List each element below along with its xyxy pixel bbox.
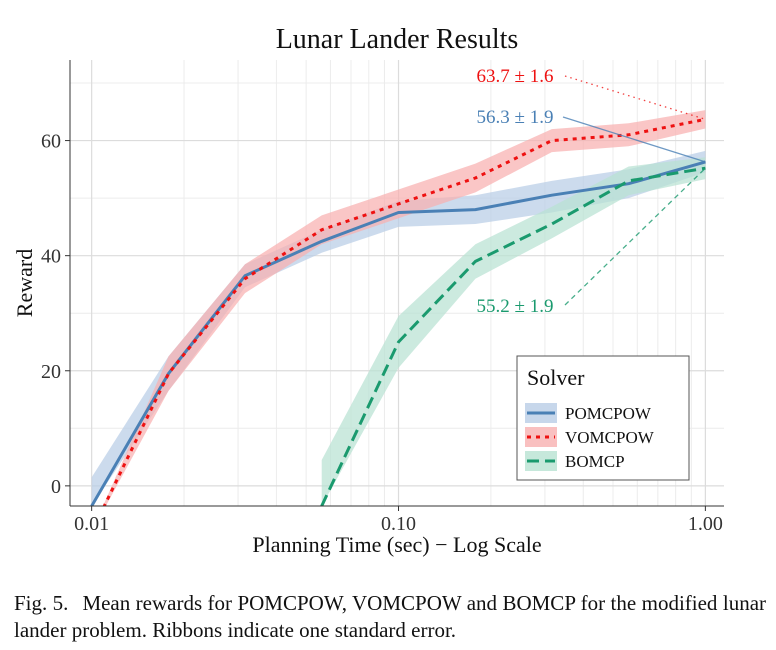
legend-entry-bomcp: BOMCP bbox=[565, 452, 625, 471]
figure-caption: Fig. 5. Mean rewards for POMCPOW, VOMCPOW… bbox=[14, 590, 766, 644]
legend-swatch-bg bbox=[525, 451, 557, 471]
annotation-label-pomcpow: 56.3 ± 1.9 bbox=[477, 107, 554, 128]
caption-label: Fig. 5. bbox=[14, 591, 69, 615]
legend-title: Solver bbox=[527, 365, 585, 390]
x-tick-label: 0.10 bbox=[381, 513, 416, 535]
ribbon-vomcpow bbox=[103, 110, 706, 506]
series-lines bbox=[90, 117, 706, 506]
x-tick-label: 1.00 bbox=[688, 513, 723, 535]
y-tick-label: 20 bbox=[41, 361, 61, 383]
y-axis-label: Reward bbox=[12, 249, 37, 317]
ribbon-bomcp bbox=[321, 157, 706, 506]
annotation-line-pomcpow bbox=[562, 116, 706, 163]
y-tick-label: 60 bbox=[41, 131, 61, 153]
series-line-vomcpow bbox=[102, 117, 706, 506]
y-tick-label: 0 bbox=[51, 476, 61, 498]
axes: 0.01 0.10 1.00 0 20 40 60 bbox=[41, 60, 724, 535]
legend: Solver POMCPOW VOMCPOW BOMCP bbox=[516, 355, 690, 481]
annotations: 63.7 ± 1.6 56.3 ± 1.9 55.2 ± 1.9 bbox=[477, 66, 706, 317]
chart-title: Lunar Lander Results bbox=[276, 24, 519, 55]
series-line-bomcp bbox=[320, 166, 706, 506]
legend-entry-vomcpow: VOMCPOW bbox=[565, 428, 655, 447]
ribbons bbox=[91, 110, 706, 506]
annotation-label-vomcpow: 63.7 ± 1.6 bbox=[477, 66, 554, 87]
lunar-lander-chart: Lunar Lander Results 63.7 ± 1.6 56.3 ± 1.… bbox=[12, 24, 724, 557]
caption-text: Mean rewards for POMCPOW, VOMCPOW and BO… bbox=[14, 591, 767, 642]
legend-entry-pomcpow: POMCPOW bbox=[565, 404, 652, 423]
annotation-label-bomcp: 55.2 ± 1.9 bbox=[477, 296, 554, 317]
legend-swatch-bg bbox=[525, 427, 557, 447]
x-tick-label: 0.01 bbox=[74, 513, 109, 535]
annotation-line-bomcp bbox=[564, 167, 706, 306]
y-tick-label: 40 bbox=[41, 246, 61, 268]
x-axis-label: Planning Time (sec) − Log Scale bbox=[252, 532, 541, 557]
annotation-line-vomcpow bbox=[564, 75, 706, 120]
